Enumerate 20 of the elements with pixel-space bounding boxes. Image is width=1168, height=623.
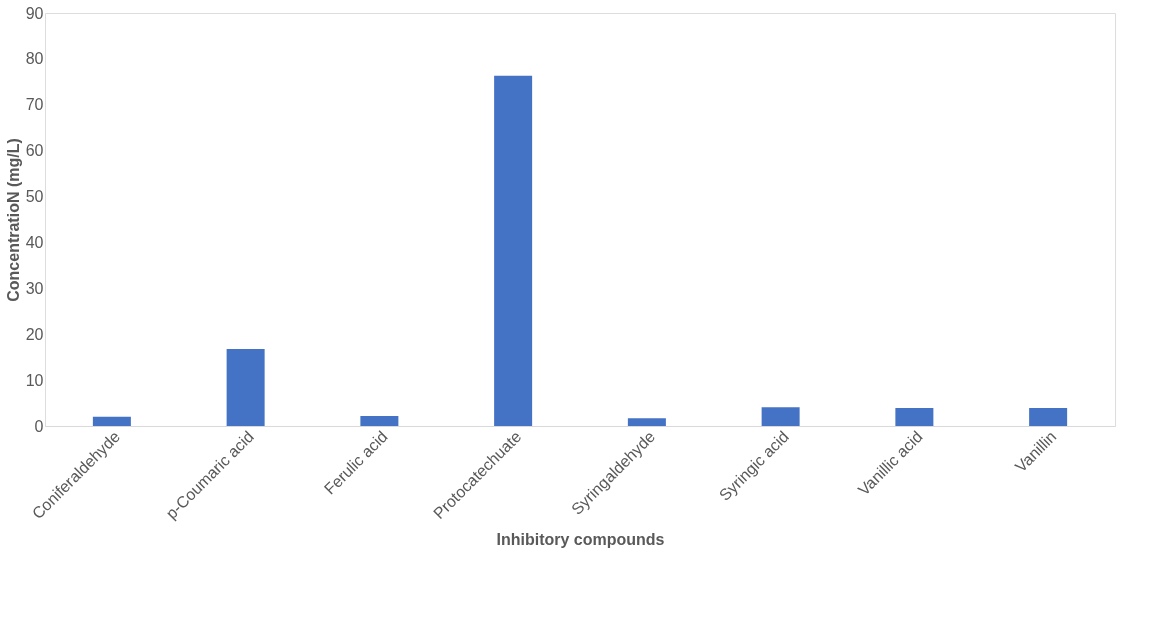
y-tick-label: 90: [25, 4, 44, 22]
bar: [627, 418, 666, 426]
bar: [92, 416, 131, 426]
bar: [895, 408, 934, 426]
y-tick-label: 80: [25, 50, 44, 68]
y-tick-label: 40: [25, 233, 44, 251]
y-axis-title: ConcentratioN (mg/L): [4, 138, 22, 302]
bar: [226, 348, 265, 426]
y-tick-label: 50: [25, 188, 44, 206]
bar: [761, 407, 800, 426]
y-tick-label: 10: [25, 371, 44, 389]
y-tick-label: 70: [25, 96, 44, 114]
bar: [1029, 408, 1068, 426]
bar: [360, 415, 399, 426]
y-tick-label: 60: [25, 142, 44, 160]
y-tick-label: 0: [34, 417, 44, 435]
bar: [494, 75, 533, 426]
x-axis-title: Inhibitory compounds: [496, 531, 665, 549]
y-tick-label: 30: [25, 279, 44, 297]
y-tick-label: 20: [25, 325, 44, 343]
